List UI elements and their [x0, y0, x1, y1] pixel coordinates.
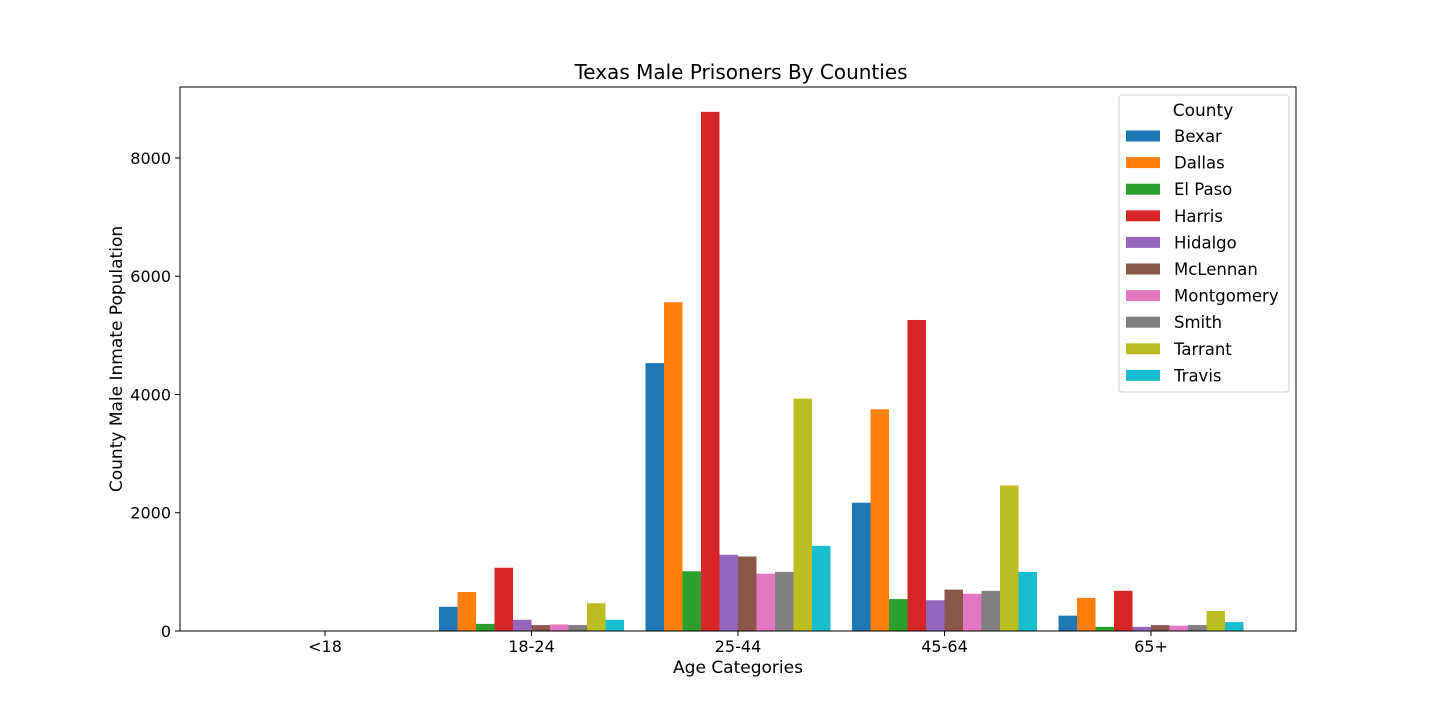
y-axis: 0 2000 4000 6000 8000 [130, 149, 180, 641]
bar-el-paso-2 [682, 571, 701, 631]
legend-label: Dallas [1174, 154, 1225, 173]
x-axis: <18 18-24 25-44 45-64 65+ [308, 631, 1168, 656]
bar-bexar-2 [645, 363, 664, 631]
bar-hidalgo-4 [1132, 626, 1151, 631]
bar-tarrant-2 [793, 398, 812, 631]
legend-label: Bexar [1174, 127, 1222, 146]
bar-smith-4 [1188, 625, 1207, 631]
bar-dallas-4 [1077, 597, 1096, 631]
legend-swatch-montgomery [1126, 290, 1160, 302]
bar-bexar-1 [439, 606, 458, 631]
x-axis-label: Age Categories [673, 658, 803, 678]
bar-hidalgo-2 [719, 554, 738, 631]
legend-swatch-dallas [1126, 157, 1160, 169]
x-tick-label: 25-44 [715, 637, 762, 656]
y-tick-label: 0 [161, 622, 171, 641]
bar-hidalgo-1 [513, 619, 532, 631]
chart-title: Texas Male Prisoners By Counties [573, 60, 907, 84]
bar-el-paso-1 [476, 623, 495, 631]
y-tick-label: 8000 [130, 149, 171, 168]
legend-swatch-bexar [1126, 130, 1160, 142]
x-tick-label: 18-24 [508, 637, 555, 656]
bar-harris-2 [701, 111, 720, 631]
bar-mclennan-1 [531, 625, 550, 631]
legend-label: Smith [1174, 313, 1222, 332]
legend-swatch-travis [1126, 369, 1160, 381]
x-tick-label: <18 [308, 637, 342, 656]
bar-dallas-2 [664, 302, 683, 631]
bar-bexar-4 [1058, 615, 1077, 631]
legend-label: Harris [1174, 207, 1223, 226]
bar-mclennan-4 [1151, 625, 1170, 631]
bar-montgomery-4 [1169, 625, 1188, 631]
x-tick-label: 45-64 [921, 637, 968, 656]
bar-travis-1 [605, 619, 624, 631]
bar-travis-3 [1018, 571, 1037, 631]
legend-swatch-tarrant [1126, 343, 1160, 355]
legend-title: County [1173, 101, 1234, 121]
y-tick-label: 4000 [130, 385, 171, 404]
legend: County Bexar Dallas El Paso Harris Hidalgo Mc… [1118, 94, 1290, 393]
legend-box [1118, 94, 1290, 393]
bar-smith-2 [775, 571, 794, 631]
legend-swatch-mclennan [1126, 263, 1160, 275]
bar-tarrant-3 [1000, 485, 1019, 631]
bar-bexar-3 [852, 502, 871, 631]
bar-el-paso-3 [889, 599, 908, 631]
bar-harris-3 [907, 319, 926, 631]
bar-mclennan-2 [738, 556, 757, 631]
bar-harris-1 [494, 567, 513, 631]
bar-montgomery-3 [963, 593, 982, 631]
legend-entries: Bexar Dallas El Paso Harris Hidalgo McLennan M… [1126, 127, 1279, 385]
bar-travis-2 [812, 545, 831, 631]
legend-swatch-smith [1126, 316, 1160, 328]
x-tick-label: 65+ [1134, 637, 1168, 656]
legend-label: Montgomery [1174, 287, 1279, 306]
bar-travis-4 [1225, 622, 1244, 631]
legend-swatch-hidalgo [1126, 236, 1160, 248]
legend-label: El Paso [1174, 180, 1232, 199]
bar-dallas-1 [457, 591, 476, 631]
legend-label: Hidalgo [1174, 233, 1237, 252]
bar-tarrant-1 [587, 603, 606, 631]
bar-montgomery-2 [756, 573, 775, 631]
legend-swatch-el-paso [1126, 183, 1160, 195]
legend-swatch-harris [1126, 210, 1160, 222]
legend-label: Travis [1173, 366, 1222, 385]
bar-harris-4 [1114, 590, 1133, 631]
bars-layer [439, 111, 1244, 631]
legend-label: Tarrant [1173, 340, 1232, 359]
bar-smith-1 [568, 625, 587, 631]
bar-el-paso-4 [1095, 626, 1114, 631]
y-tick-label: 2000 [130, 504, 171, 523]
legend-label: McLennan [1174, 260, 1258, 279]
bar-dallas-3 [870, 409, 889, 631]
bar-hidalgo-3 [926, 600, 945, 631]
y-tick-label: 6000 [130, 267, 171, 286]
bar-montgomery-1 [550, 624, 569, 631]
y-axis-label: County Male Inmate Population [107, 226, 127, 492]
bar-tarrant-4 [1206, 610, 1225, 631]
bar-smith-3 [981, 590, 1000, 631]
bar-mclennan-3 [944, 589, 963, 631]
